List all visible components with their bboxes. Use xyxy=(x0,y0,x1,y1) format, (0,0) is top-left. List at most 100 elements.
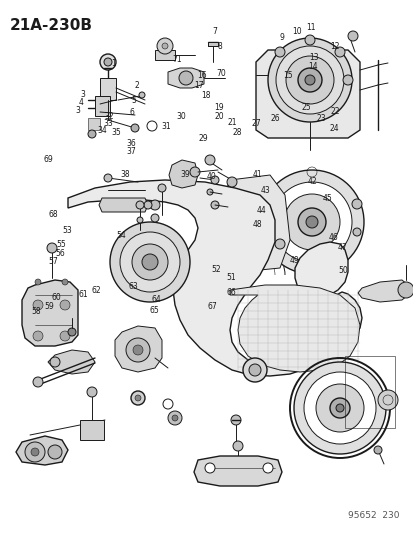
Circle shape xyxy=(262,463,272,473)
Text: 47: 47 xyxy=(337,244,347,252)
Circle shape xyxy=(35,279,41,285)
Circle shape xyxy=(147,121,157,131)
Circle shape xyxy=(126,338,150,362)
Text: 44: 44 xyxy=(256,206,266,215)
Circle shape xyxy=(60,331,70,341)
Circle shape xyxy=(211,176,218,184)
Circle shape xyxy=(274,239,284,249)
Circle shape xyxy=(137,217,142,223)
Circle shape xyxy=(206,189,212,195)
Text: 15: 15 xyxy=(282,71,292,80)
Polygon shape xyxy=(168,68,204,88)
Text: 14: 14 xyxy=(307,62,317,71)
Circle shape xyxy=(342,75,352,85)
Text: 65: 65 xyxy=(149,306,159,314)
Text: 38: 38 xyxy=(120,171,130,179)
Text: 4: 4 xyxy=(78,98,83,107)
Polygon shape xyxy=(207,42,218,46)
Text: 1: 1 xyxy=(111,60,116,68)
Circle shape xyxy=(131,391,145,405)
Circle shape xyxy=(120,232,180,292)
Polygon shape xyxy=(115,326,161,372)
Text: 8: 8 xyxy=(216,43,221,51)
Text: 24: 24 xyxy=(329,125,339,133)
Circle shape xyxy=(50,357,60,367)
Text: 68: 68 xyxy=(48,210,58,219)
Circle shape xyxy=(267,38,351,122)
Text: 12: 12 xyxy=(329,43,338,51)
Circle shape xyxy=(226,177,236,187)
Text: 30: 30 xyxy=(176,112,186,120)
Circle shape xyxy=(133,345,142,355)
Circle shape xyxy=(158,184,166,192)
Text: 58: 58 xyxy=(31,308,41,316)
Polygon shape xyxy=(88,118,100,130)
Circle shape xyxy=(351,199,361,209)
Text: 49: 49 xyxy=(289,256,299,264)
Text: 3: 3 xyxy=(80,91,85,99)
Polygon shape xyxy=(214,175,289,272)
Circle shape xyxy=(334,47,344,57)
Polygon shape xyxy=(194,456,281,486)
Text: 57: 57 xyxy=(48,257,58,265)
Text: 50: 50 xyxy=(338,266,348,275)
Circle shape xyxy=(271,182,351,262)
Text: 71: 71 xyxy=(172,55,182,64)
Polygon shape xyxy=(255,50,359,138)
Text: 56: 56 xyxy=(55,249,65,257)
Circle shape xyxy=(33,331,43,341)
Circle shape xyxy=(161,43,168,49)
Polygon shape xyxy=(99,198,147,212)
Circle shape xyxy=(248,364,260,376)
Circle shape xyxy=(204,463,214,473)
Text: 19: 19 xyxy=(213,103,223,112)
Text: 37: 37 xyxy=(126,147,136,156)
Text: 10: 10 xyxy=(292,28,301,36)
Circle shape xyxy=(135,395,141,401)
Circle shape xyxy=(178,71,192,85)
Circle shape xyxy=(132,244,168,280)
Text: 21A-230B: 21A-230B xyxy=(10,18,93,33)
Text: 5: 5 xyxy=(131,96,135,104)
Text: 41: 41 xyxy=(252,171,262,179)
Circle shape xyxy=(144,201,152,209)
Text: 26: 26 xyxy=(270,114,280,123)
Circle shape xyxy=(285,56,333,104)
Circle shape xyxy=(373,446,381,454)
Circle shape xyxy=(293,362,385,454)
Text: 17: 17 xyxy=(193,81,203,90)
Text: 31: 31 xyxy=(161,123,171,131)
Text: 23: 23 xyxy=(315,114,325,123)
Text: 11: 11 xyxy=(306,23,315,32)
Text: 54: 54 xyxy=(116,231,126,240)
Circle shape xyxy=(190,167,199,177)
Circle shape xyxy=(335,404,343,412)
Circle shape xyxy=(60,300,70,310)
Circle shape xyxy=(33,300,43,310)
Text: 42: 42 xyxy=(307,177,317,185)
Circle shape xyxy=(131,124,139,132)
Circle shape xyxy=(305,216,317,228)
Text: 13: 13 xyxy=(308,53,318,62)
Circle shape xyxy=(211,201,218,209)
Polygon shape xyxy=(230,285,359,372)
Polygon shape xyxy=(154,50,175,60)
Circle shape xyxy=(347,31,357,41)
Circle shape xyxy=(204,155,214,165)
Text: 67: 67 xyxy=(206,302,216,311)
Text: 52: 52 xyxy=(211,265,221,273)
Text: 63: 63 xyxy=(128,282,138,291)
Text: 61: 61 xyxy=(78,290,88,298)
Text: 64: 64 xyxy=(151,295,161,304)
Polygon shape xyxy=(48,350,95,374)
Circle shape xyxy=(275,46,343,114)
Text: 25: 25 xyxy=(301,103,311,112)
Circle shape xyxy=(303,372,375,444)
Text: 22: 22 xyxy=(330,108,339,116)
Circle shape xyxy=(230,415,240,425)
Circle shape xyxy=(104,58,112,66)
Circle shape xyxy=(163,399,173,409)
Text: 60: 60 xyxy=(51,293,61,302)
Circle shape xyxy=(62,279,68,285)
Polygon shape xyxy=(100,78,116,100)
